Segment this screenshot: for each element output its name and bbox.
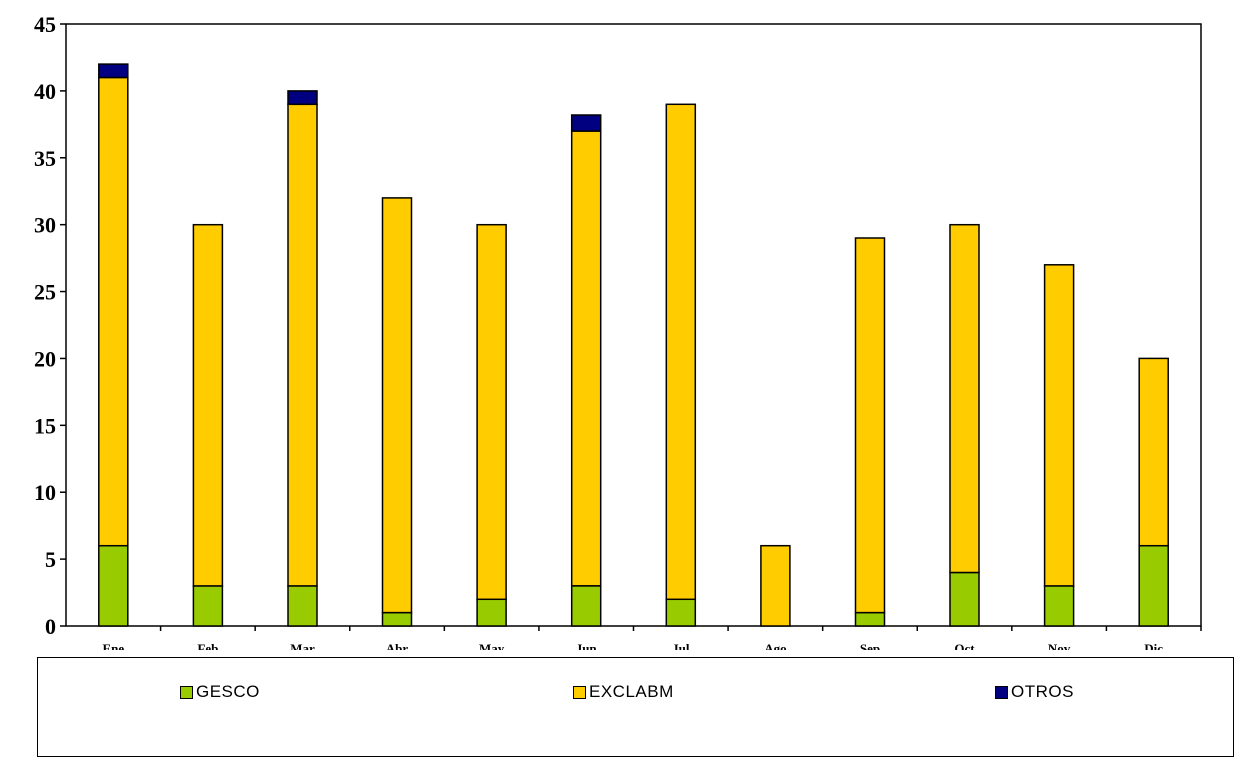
bar-gesco-feb bbox=[192, 585, 224, 627]
bar-gesco-abr bbox=[381, 611, 413, 627]
legend-item-gesco: GESCO bbox=[180, 682, 260, 702]
bar-gesco-ene bbox=[98, 544, 129, 627]
legend-label-gesco: GESCO bbox=[196, 682, 260, 701]
legend-swatch-otros bbox=[995, 685, 1008, 699]
bar-exclabm-oct bbox=[949, 223, 980, 574]
x-tick-label-oct: Oct bbox=[954, 641, 975, 650]
x-tick-label-feb: Feb bbox=[197, 641, 218, 650]
bar-exclabm-dic bbox=[1138, 357, 1169, 547]
y-tick-label-40: 40 bbox=[34, 79, 56, 104]
x-tick-label-dic: Dic bbox=[1144, 641, 1163, 650]
bar-exclabm-jul bbox=[665, 103, 697, 601]
bar-exclabm-nov bbox=[1043, 264, 1075, 587]
y-tick-label-0: 0 bbox=[45, 614, 56, 639]
bar-otros-jun bbox=[570, 114, 602, 132]
stacked-bar-chart: 0 5 10 15 20 25 30 35 40 45 Ene Feb Mar Abr May Jun Jul… bbox=[34, 12, 1202, 650]
legend-item-otros: OTROS bbox=[995, 682, 1074, 702]
y-tick-label-20: 20 bbox=[34, 346, 56, 371]
bar-gesco-oct bbox=[949, 571, 980, 627]
y-tick-label-30: 30 bbox=[34, 213, 56, 238]
bar-exclabm-feb bbox=[192, 223, 224, 587]
bar-gesco-jul bbox=[665, 598, 697, 627]
bar-otros-mar bbox=[287, 90, 318, 106]
bar-exclabm-abr bbox=[381, 197, 413, 614]
x-tick-label-jun: Jun bbox=[576, 641, 598, 650]
bar-exclabm-mar bbox=[287, 103, 318, 587]
y-tick-label-25: 25 bbox=[34, 280, 56, 305]
y-tick-label-5: 5 bbox=[45, 547, 56, 572]
bar-exclabm-ene bbox=[98, 76, 129, 547]
legend-label-otros: OTROS bbox=[1011, 682, 1074, 701]
x-tick-label-abr: Abr bbox=[386, 641, 409, 650]
x-tick-label-ago: Ago bbox=[764, 641, 786, 650]
x-tick-label-mar: Mar bbox=[290, 641, 315, 650]
bar-exclabm-ago bbox=[760, 544, 791, 627]
y-tick-label-35: 35 bbox=[34, 146, 56, 171]
bar-gesco-jun bbox=[570, 585, 602, 627]
legend-label-exclabm: EXCLABM bbox=[589, 682, 674, 701]
legend: GESCO EXCLABM OTROS bbox=[37, 657, 1234, 757]
legend-swatch-gesco bbox=[180, 685, 193, 699]
y-axis: 0 5 10 15 20 25 30 35 40 45 bbox=[34, 12, 66, 639]
bar-gesco-nov bbox=[1043, 585, 1075, 627]
x-tick-label-jul: Jul bbox=[672, 641, 690, 650]
bar-gesco-dic bbox=[1138, 544, 1169, 627]
y-tick-label-45: 45 bbox=[34, 12, 56, 37]
bar-gesco-may bbox=[476, 598, 507, 627]
bar-exclabm-sep bbox=[854, 237, 886, 614]
x-tick-label-sep: Sep bbox=[860, 641, 880, 650]
x-tick-label-may: May bbox=[479, 641, 505, 650]
x-tick-label-ene: Ene bbox=[102, 641, 124, 650]
x-axis: Ene Feb Mar Abr May Jun Jul Ago Sep Oct Nov Dic bbox=[102, 626, 1202, 650]
legend-item-exclabm: EXCLABM bbox=[573, 682, 674, 702]
bar-otros-ene bbox=[98, 63, 129, 79]
y-tick-label-15: 15 bbox=[34, 413, 56, 438]
bar-gesco-sep bbox=[854, 611, 886, 627]
bar-exclabm-jun bbox=[570, 130, 602, 587]
bar-gesco-mar bbox=[287, 585, 318, 627]
bar-exclabm-may bbox=[476, 223, 507, 601]
plot-area bbox=[65, 23, 1202, 627]
legend-swatch-exclabm bbox=[573, 685, 586, 699]
bars-group bbox=[98, 63, 1169, 627]
x-tick-label-nov: Nov bbox=[1048, 641, 1071, 650]
y-tick-label-10: 10 bbox=[34, 480, 56, 505]
